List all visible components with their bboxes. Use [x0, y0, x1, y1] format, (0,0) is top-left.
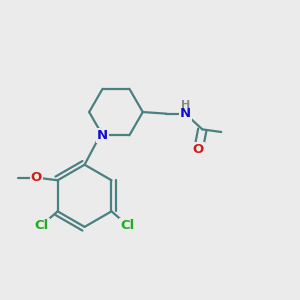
Text: Cl: Cl: [120, 219, 134, 232]
Text: H: H: [182, 100, 190, 110]
Text: N: N: [97, 129, 108, 142]
Text: O: O: [193, 143, 204, 156]
Text: O: O: [31, 171, 42, 184]
Text: Cl: Cl: [35, 219, 49, 232]
Text: N: N: [180, 107, 191, 120]
